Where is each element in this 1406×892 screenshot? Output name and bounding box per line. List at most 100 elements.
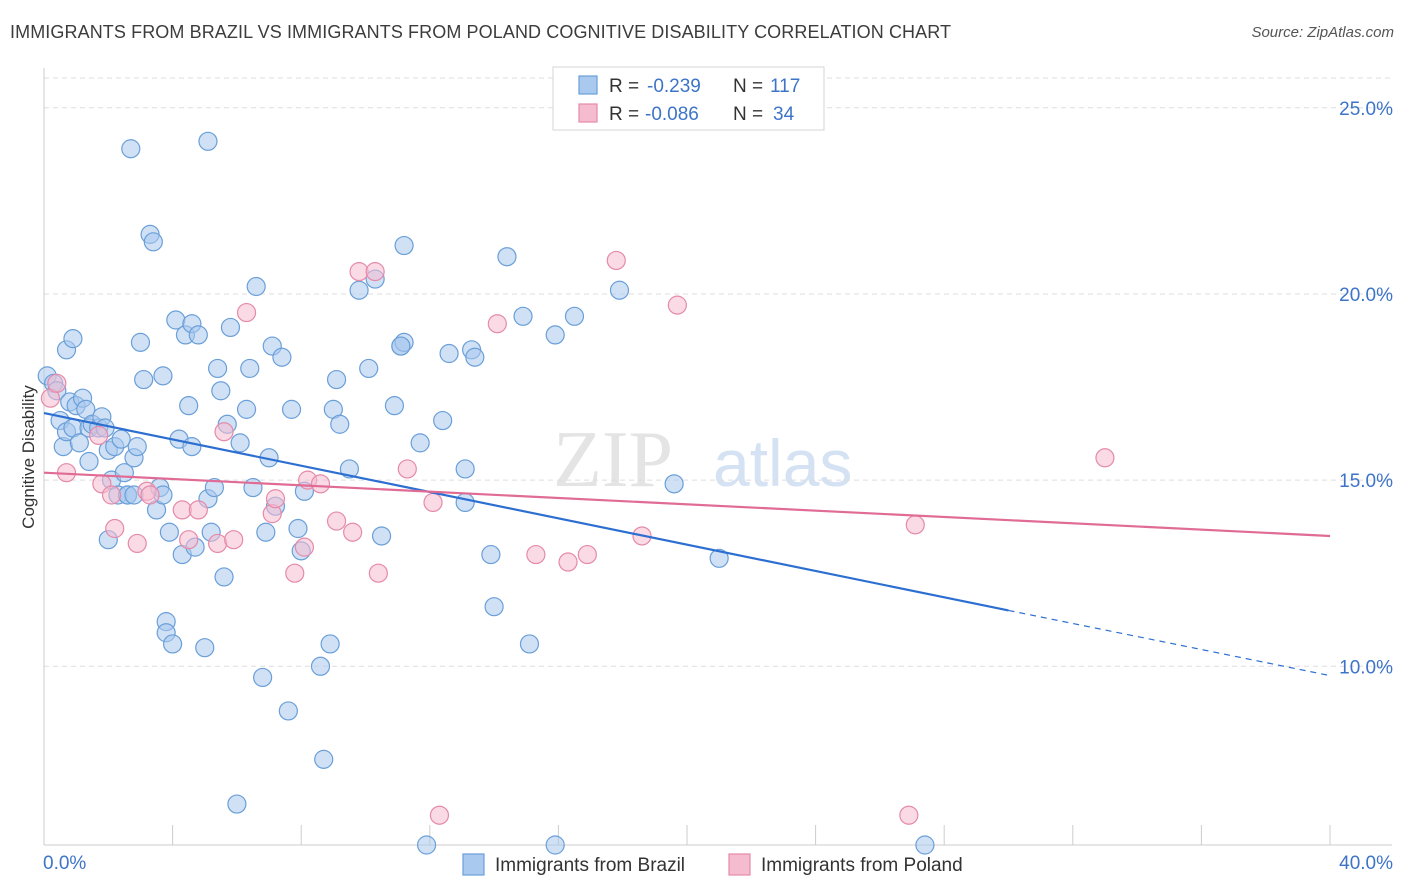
brazil-point: [130, 332, 151, 352]
brazil-point: [339, 459, 360, 479]
poland-point: [188, 500, 208, 520]
brazil-point: [326, 369, 347, 390]
bottom-legend-poland: Immigrants from Poland: [761, 855, 963, 876]
brazil-point: [272, 347, 292, 367]
y-tick-label: 25.0%: [1339, 99, 1393, 120]
legend-brazil-r-value: -0.239: [647, 76, 701, 97]
legend-box: [552, 66, 825, 131]
brazil-point: [391, 336, 411, 356]
poland-point: [343, 522, 363, 542]
poland-point: [1095, 448, 1115, 468]
x-tick-labels: 0.0% 40.0%: [43, 853, 1393, 874]
y-tick-labels: 10.0% 15.0% 20.0% 25.0%: [1339, 99, 1393, 678]
brazil-point: [198, 131, 218, 151]
brazil-point: [230, 433, 250, 453]
brazil-point: [79, 451, 99, 472]
poland-point: [214, 422, 234, 442]
x-tick-label: 40.0%: [1339, 853, 1393, 874]
brazil-point: [211, 381, 231, 401]
brazil-point: [179, 396, 199, 416]
brazil-point: [497, 247, 517, 267]
legend-brazil-n-label: N =: [733, 76, 763, 97]
brazil-point: [320, 634, 340, 654]
poland-point: [526, 544, 546, 565]
brazil-point: [310, 656, 331, 676]
poland-point: [606, 250, 626, 271]
poland-point: [349, 262, 369, 282]
poland-point: [236, 302, 257, 323]
brazil-point: [564, 306, 585, 326]
brazil-point: [433, 410, 453, 431]
brazil-point: [256, 522, 276, 542]
poland-point: [397, 459, 417, 479]
brazil-point: [915, 835, 935, 855]
poland-point: [294, 537, 315, 557]
brazil-point: [246, 276, 266, 297]
poland-point: [101, 485, 122, 505]
poland-point: [172, 500, 192, 520]
brazil-point: [330, 414, 350, 434]
brazil-point: [208, 358, 228, 379]
brazil-point: [127, 437, 147, 457]
poland-point: [224, 530, 244, 550]
brazil-point: [416, 835, 437, 855]
brazil-point: [188, 325, 208, 345]
brazil-point: [243, 477, 263, 498]
brazil-point: [134, 369, 154, 390]
brazil-point: [195, 638, 215, 658]
poland-point: [47, 373, 67, 393]
brazil-point: [371, 526, 392, 546]
brazil-point: [410, 433, 430, 453]
poland-point: [310, 474, 331, 494]
poland-point: [208, 533, 228, 554]
poland-point: [326, 511, 347, 531]
brazil-point: [455, 492, 475, 513]
brazil-point: [484, 597, 504, 617]
brazil-point: [63, 329, 83, 349]
trendline-poland: [43, 471, 1331, 538]
brazil-point: [182, 437, 202, 457]
trendline-brazil: [43, 412, 1009, 612]
brazil-point: [359, 358, 379, 379]
legend-poland-n-value: 34: [773, 104, 795, 125]
y-axis-label: Cognitive Disability: [19, 385, 38, 529]
brazil-point: [111, 429, 131, 449]
brazil-point: [227, 794, 247, 814]
poland-point: [429, 805, 450, 825]
trendlines: [43, 412, 1331, 677]
brazil-point: [465, 347, 485, 367]
axes: [43, 68, 1392, 846]
brazil-point: [159, 522, 179, 542]
brazil-point: [288, 518, 308, 539]
brazil-point: [278, 701, 298, 721]
poland-point: [179, 530, 199, 550]
brazil-point: [519, 634, 540, 654]
legend-poland-r-value: -0.086: [645, 104, 699, 125]
poland-point: [285, 563, 305, 583]
brazil-point: [236, 399, 257, 419]
brazil-point: [609, 280, 630, 300]
legend-swatch-poland: [578, 103, 598, 123]
poland-point: [577, 544, 597, 565]
brazil-point: [314, 749, 334, 769]
brazil-point: [121, 139, 141, 159]
brazil-point: [240, 358, 260, 379]
y-tick-label: 10.0%: [1339, 657, 1393, 678]
brazil-point: [214, 567, 234, 587]
brazil-point: [163, 634, 183, 654]
source-label: Source: ZipAtlas.com: [1251, 24, 1394, 41]
legend-poland-r-label: R =: [609, 104, 639, 125]
bottom-legend-swatch-brazil: [462, 853, 485, 876]
poland-point: [140, 485, 160, 505]
poland-point: [667, 295, 687, 315]
brazil-point: [481, 544, 501, 565]
legend-swatch-brazil: [578, 75, 598, 95]
brazil-point: [439, 343, 459, 364]
poland-point: [365, 262, 385, 282]
y-tick-label: 15.0%: [1339, 471, 1393, 492]
legend-brazil-n-value: 117: [770, 76, 800, 97]
x-tick-label: 0.0%: [43, 853, 86, 874]
bottom-legend-swatch-poland: [728, 853, 751, 876]
watermark-zip: ZIP: [553, 416, 673, 504]
